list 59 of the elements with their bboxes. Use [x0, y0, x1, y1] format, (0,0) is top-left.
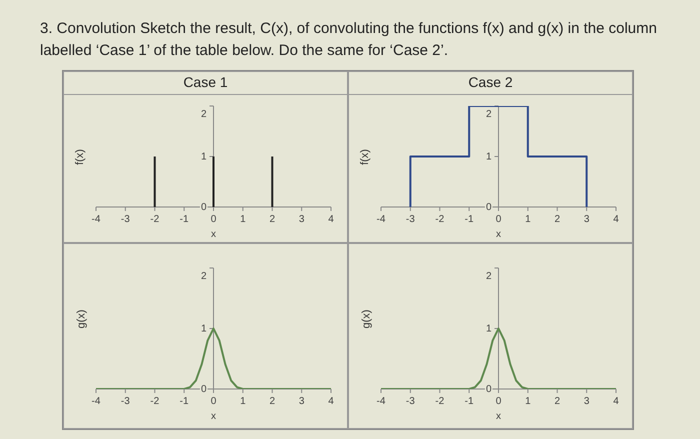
- y-tick-label: 1: [200, 151, 207, 162]
- x-tick-label: 3: [584, 396, 590, 407]
- x-tick-label: 4: [328, 214, 334, 225]
- x-tick-label: 1: [240, 214, 246, 225]
- x-tick-label: -1: [464, 396, 474, 407]
- y-tick-label: 2: [200, 270, 207, 282]
- x-axis-title: x: [211, 410, 216, 422]
- y-tick-label: 0: [200, 202, 207, 213]
- x-tick-label: 1: [240, 396, 246, 407]
- y-tick-label: 2: [486, 108, 492, 120]
- x-tick-label: 0: [210, 396, 217, 407]
- y-tick-label: 0: [486, 202, 492, 213]
- x-tick-label: 2: [269, 396, 276, 407]
- x-tick-label: -3: [120, 214, 130, 225]
- x-tick-label: 2: [269, 214, 276, 225]
- x-tick-label: -3: [406, 396, 416, 407]
- y-axis-title: f(x): [358, 149, 371, 165]
- x-tick-label: -2: [150, 396, 160, 407]
- x-tick-label: -4: [376, 214, 386, 225]
- y-axis-title: f(x): [74, 149, 86, 165]
- x-tick-label: 4: [613, 396, 620, 407]
- x-tick-label: -2: [435, 396, 445, 407]
- x-tick-label: 2: [554, 396, 560, 407]
- x-tick-label: -1: [180, 214, 189, 225]
- x-tick-label: 1: [525, 396, 532, 407]
- x-tick-label: 3: [298, 214, 305, 225]
- y-axis-title: g(x): [75, 310, 88, 328]
- x-tick-label: -4: [92, 396, 101, 407]
- x-tick-label: 1: [525, 214, 532, 225]
- x-tick-label: 0: [496, 214, 502, 225]
- x-tick-label: 3: [298, 396, 305, 407]
- x-tick-label: 2: [554, 214, 560, 225]
- x-tick-label: 4: [613, 214, 620, 225]
- x-tick-label: -4: [376, 396, 386, 407]
- x-tick-label: -4: [92, 214, 101, 225]
- x-tick-label: 4: [328, 396, 334, 407]
- x-tick-label: 0: [496, 396, 502, 407]
- x-tick-label: -1: [464, 214, 474, 225]
- chart-title: Case 1: [64, 74, 347, 95]
- x-tick-label: -1: [180, 396, 189, 407]
- chart-title: Case 2: [349, 74, 632, 95]
- x-axis-title: x: [496, 410, 501, 422]
- y-tick-label: 0: [486, 384, 492, 395]
- text: 3. Convolution Sketch the result, C(x), of convoluting the functions f(x) and g(x) in the column labelled ‘Case 1’ of the table below. Do the same for ‘Case 2’.: [40, 19, 658, 61]
- x-tick-label: -2: [150, 214, 160, 225]
- y-tick-label: 0: [200, 384, 207, 395]
- y-tick-label: 1: [486, 151, 492, 162]
- x-tick-label: 3: [584, 214, 590, 225]
- y-tick-label: 2: [200, 108, 207, 120]
- x-tick-label: -2: [435, 214, 445, 225]
- y-tick-label: 1: [486, 323, 492, 334]
- y-axis-title: g(x): [360, 310, 372, 328]
- y-tick-label: 2: [486, 270, 492, 282]
- y-tick-label: 1: [200, 323, 207, 334]
- x-tick-label: -3: [406, 214, 416, 225]
- x-tick-label: 0: [210, 214, 217, 225]
- x-tick-label: -3: [120, 396, 130, 407]
- x-axis-title: x: [211, 228, 216, 240]
- x-axis-title: x: [496, 228, 501, 240]
